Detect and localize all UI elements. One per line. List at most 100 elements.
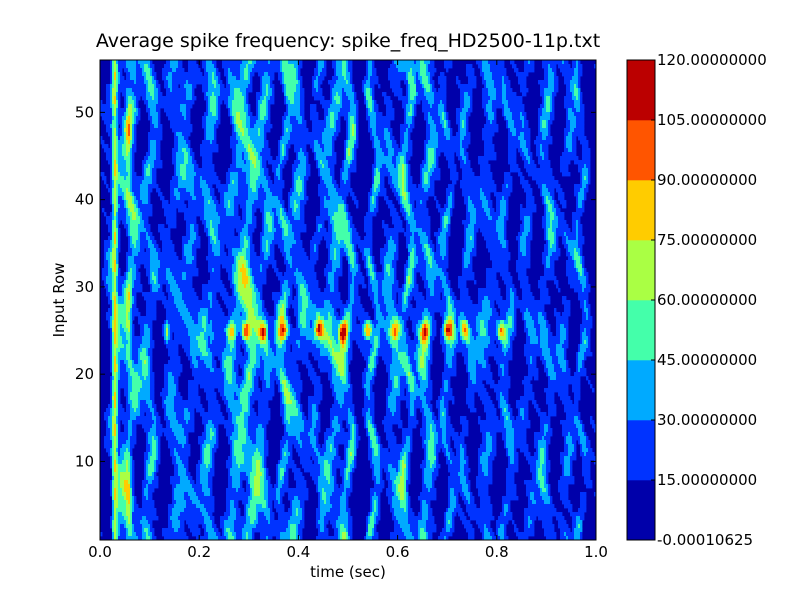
contour-cell [318, 192, 329, 197]
contour-cell [114, 156, 117, 161]
contour-cell [348, 256, 351, 261]
contour-cell [278, 144, 281, 149]
contour-cell [234, 332, 237, 337]
contour-cell [314, 84, 319, 89]
contour-cell [326, 240, 333, 245]
contour-cell [520, 244, 527, 249]
contour-cell [354, 280, 365, 285]
contour-cell [426, 132, 431, 137]
contour-cell [220, 200, 225, 205]
contour-cell [408, 200, 411, 205]
contour-cell [374, 316, 377, 321]
contour-cell [420, 172, 423, 177]
contour-cell [328, 160, 337, 165]
contour-cell [524, 64, 535, 69]
contour-cell [404, 108, 407, 113]
contour-cell [198, 320, 203, 325]
contour-cell [372, 200, 375, 205]
contour-cell [382, 268, 385, 273]
contour-cell [242, 304, 247, 309]
contour-cell [354, 128, 357, 133]
contour-cell [294, 160, 301, 165]
contour-cell [570, 252, 575, 257]
contour-cell [212, 140, 217, 145]
contour-cell [548, 196, 553, 201]
contour-cell [280, 80, 283, 85]
contour-cell [242, 324, 245, 329]
contour-cell [460, 320, 463, 325]
contour-cell [410, 224, 417, 229]
contour-cell [154, 96, 159, 101]
contour-cell [246, 208, 253, 213]
contour-cell [354, 256, 357, 261]
contour-cell [312, 88, 317, 93]
contour-cell [266, 248, 269, 253]
contour-cell [508, 132, 513, 137]
contour-cell [402, 200, 409, 205]
contour-cell [304, 196, 309, 201]
contour-cell [500, 312, 507, 317]
contour-cell [190, 340, 199, 345]
contour-cell [464, 104, 471, 109]
contour-cell [130, 164, 133, 169]
contour-cell [570, 284, 583, 289]
contour-cell [132, 116, 135, 121]
contour-cell [286, 220, 291, 225]
contour-cell [512, 132, 517, 137]
contour-cell [112, 340, 115, 345]
contour-cell [288, 108, 301, 113]
contour-cell [404, 296, 407, 301]
contour-cell [298, 288, 301, 293]
contour-cell [424, 88, 427, 93]
contour-cell [328, 260, 333, 265]
contour-cell [146, 168, 151, 173]
contour-cell [124, 288, 127, 293]
contour-cell [412, 232, 415, 237]
contour-cell [166, 88, 171, 93]
contour-cell [460, 312, 465, 317]
contour-cell [462, 156, 467, 161]
contour-cell [348, 228, 353, 233]
contour-cell [526, 336, 531, 341]
contour-cell [136, 212, 139, 217]
contour-cell [366, 324, 369, 329]
contour-cell [352, 232, 359, 237]
contour-cell [298, 152, 305, 157]
contour-cell [536, 328, 541, 333]
contour-cell [518, 256, 531, 261]
contour-cell [406, 196, 409, 201]
contour-cell [378, 84, 381, 89]
contour-cell [398, 336, 401, 341]
contour-cell [326, 124, 331, 129]
contour-cell [392, 216, 401, 221]
contour-cell [404, 280, 407, 285]
contour-cell [432, 264, 439, 269]
contour-cell [444, 292, 451, 297]
contour-cell [120, 172, 129, 177]
contour-cell [412, 280, 415, 285]
contour-cell [496, 228, 505, 233]
contour-cell [148, 324, 153, 329]
contour-cell [552, 220, 559, 225]
contour-cell [300, 112, 305, 117]
contour-cell [298, 300, 303, 305]
contour-cell [508, 136, 519, 141]
contour-cell [434, 148, 437, 153]
contour-cell [226, 340, 229, 345]
contour-cell [216, 108, 219, 113]
contour-cell [350, 80, 353, 85]
contour-cell [220, 244, 225, 249]
contour-cell [344, 152, 347, 157]
contour-cell [284, 120, 291, 125]
contour-cell [412, 204, 415, 209]
contour-cell [536, 332, 541, 337]
contour-cell [524, 216, 531, 221]
contour-cell [384, 100, 393, 105]
contour-cell [366, 88, 371, 93]
contour-cell [250, 284, 255, 289]
contour-cell [356, 340, 371, 345]
contour-cell [378, 280, 383, 285]
contour-cell [552, 228, 557, 233]
contour-cell [124, 176, 127, 181]
contour-cell [248, 272, 251, 277]
